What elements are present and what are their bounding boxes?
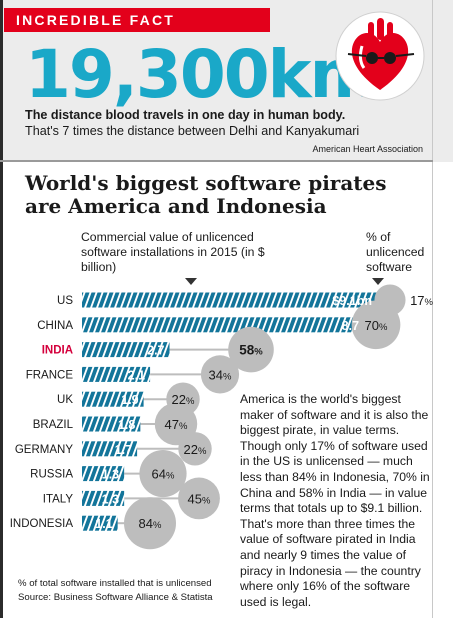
bar-russia bbox=[82, 466, 125, 482]
bar-china bbox=[82, 317, 365, 333]
bar-value-uk: 1.9 bbox=[121, 393, 138, 407]
fact-source: American Heart Association bbox=[312, 144, 423, 154]
category-label-italy: ITALY bbox=[43, 493, 74, 505]
bubble-india bbox=[228, 326, 274, 373]
percent-subhead: % of unlicenced software bbox=[366, 230, 425, 274]
bar-value-russia: 1.3 bbox=[102, 468, 119, 482]
percent-label-india: 58% bbox=[239, 343, 263, 358]
fact-detail: That's 7 times the distance between Delh… bbox=[25, 124, 360, 138]
category-label-uk: UK bbox=[57, 394, 73, 406]
value-subhead: Commercial value of unlicenced software … bbox=[81, 230, 265, 274]
bubble-france bbox=[200, 355, 240, 394]
bar-value-us: $9.1bn bbox=[332, 294, 372, 308]
headline-line-1: World's biggest software pirates bbox=[25, 171, 387, 195]
section-divider bbox=[0, 160, 433, 162]
bar-value-india: 2.7 bbox=[147, 344, 164, 358]
percent-label-brazil: 47% bbox=[165, 417, 188, 432]
category-label-indonesia: INDONESIA bbox=[10, 518, 74, 530]
category-label-brazil: BRAZIL bbox=[33, 419, 74, 431]
percent-label-france: 34% bbox=[209, 367, 232, 382]
bar-india bbox=[82, 342, 170, 358]
chart-footnote: % of total software installed that is un… bbox=[18, 578, 212, 589]
bubble-russia bbox=[139, 450, 187, 498]
chart-source: Source: Business Software Alliance & Sta… bbox=[18, 592, 213, 603]
percent-label-germany: 22% bbox=[184, 442, 207, 457]
bar-value-france: 2.1 bbox=[128, 368, 145, 382]
bar-germany bbox=[82, 441, 138, 457]
percent-label-uk: 22% bbox=[172, 392, 195, 407]
headline-line-2: are America and Indonesia bbox=[25, 194, 327, 218]
bar-value-italy: 1.3 bbox=[102, 492, 119, 506]
category-label-us: US bbox=[57, 295, 73, 307]
category-label-china: CHINA bbox=[37, 320, 73, 332]
fact-big-number: 19,300km bbox=[25, 36, 378, 113]
heart-icon bbox=[334, 10, 426, 102]
bar-indonesia bbox=[82, 515, 118, 531]
bubble-italy bbox=[178, 477, 220, 520]
category-label-germany: GERMANY bbox=[15, 444, 73, 456]
bar-brazil bbox=[82, 416, 141, 432]
category-label-russia: RUSSIA bbox=[30, 469, 73, 481]
bubble-germany bbox=[178, 432, 212, 466]
percent-label-us: 17% bbox=[410, 293, 433, 308]
percent-pointer-icon bbox=[372, 278, 384, 285]
right-rule bbox=[432, 0, 433, 618]
bubble-china bbox=[351, 300, 401, 350]
category-label-france: FRANCE bbox=[26, 369, 74, 381]
bar-value-brazil: 1.8 bbox=[118, 418, 135, 432]
percent-label-indonesia: 84% bbox=[139, 516, 162, 531]
percent-label-china: 70% bbox=[365, 318, 388, 333]
fact-badge: INCREDIBLE FACT bbox=[4, 8, 270, 32]
value-pointer-icon bbox=[185, 278, 197, 285]
bar-value-china: 8.7 bbox=[342, 319, 359, 333]
bubble-indonesia bbox=[124, 497, 176, 550]
percent-label-italy: 45% bbox=[188, 491, 211, 506]
bar-value-germany: 1.7 bbox=[115, 443, 132, 457]
bar-us bbox=[82, 292, 377, 308]
bar-france bbox=[82, 366, 151, 382]
left-rule bbox=[0, 0, 3, 618]
chart-headline: World's biggest software pirates are Ame… bbox=[25, 172, 425, 218]
fact-headline: The distance blood travels in one day in… bbox=[25, 108, 346, 122]
percent-label-russia: 64% bbox=[152, 467, 175, 482]
story-text: America is the world's biggest maker of … bbox=[240, 392, 430, 609]
bar-italy bbox=[82, 490, 125, 506]
bar-value-indonesia: 1.1 bbox=[95, 517, 112, 531]
category-label-india: INDIA bbox=[42, 345, 73, 357]
bar-uk bbox=[82, 391, 144, 407]
